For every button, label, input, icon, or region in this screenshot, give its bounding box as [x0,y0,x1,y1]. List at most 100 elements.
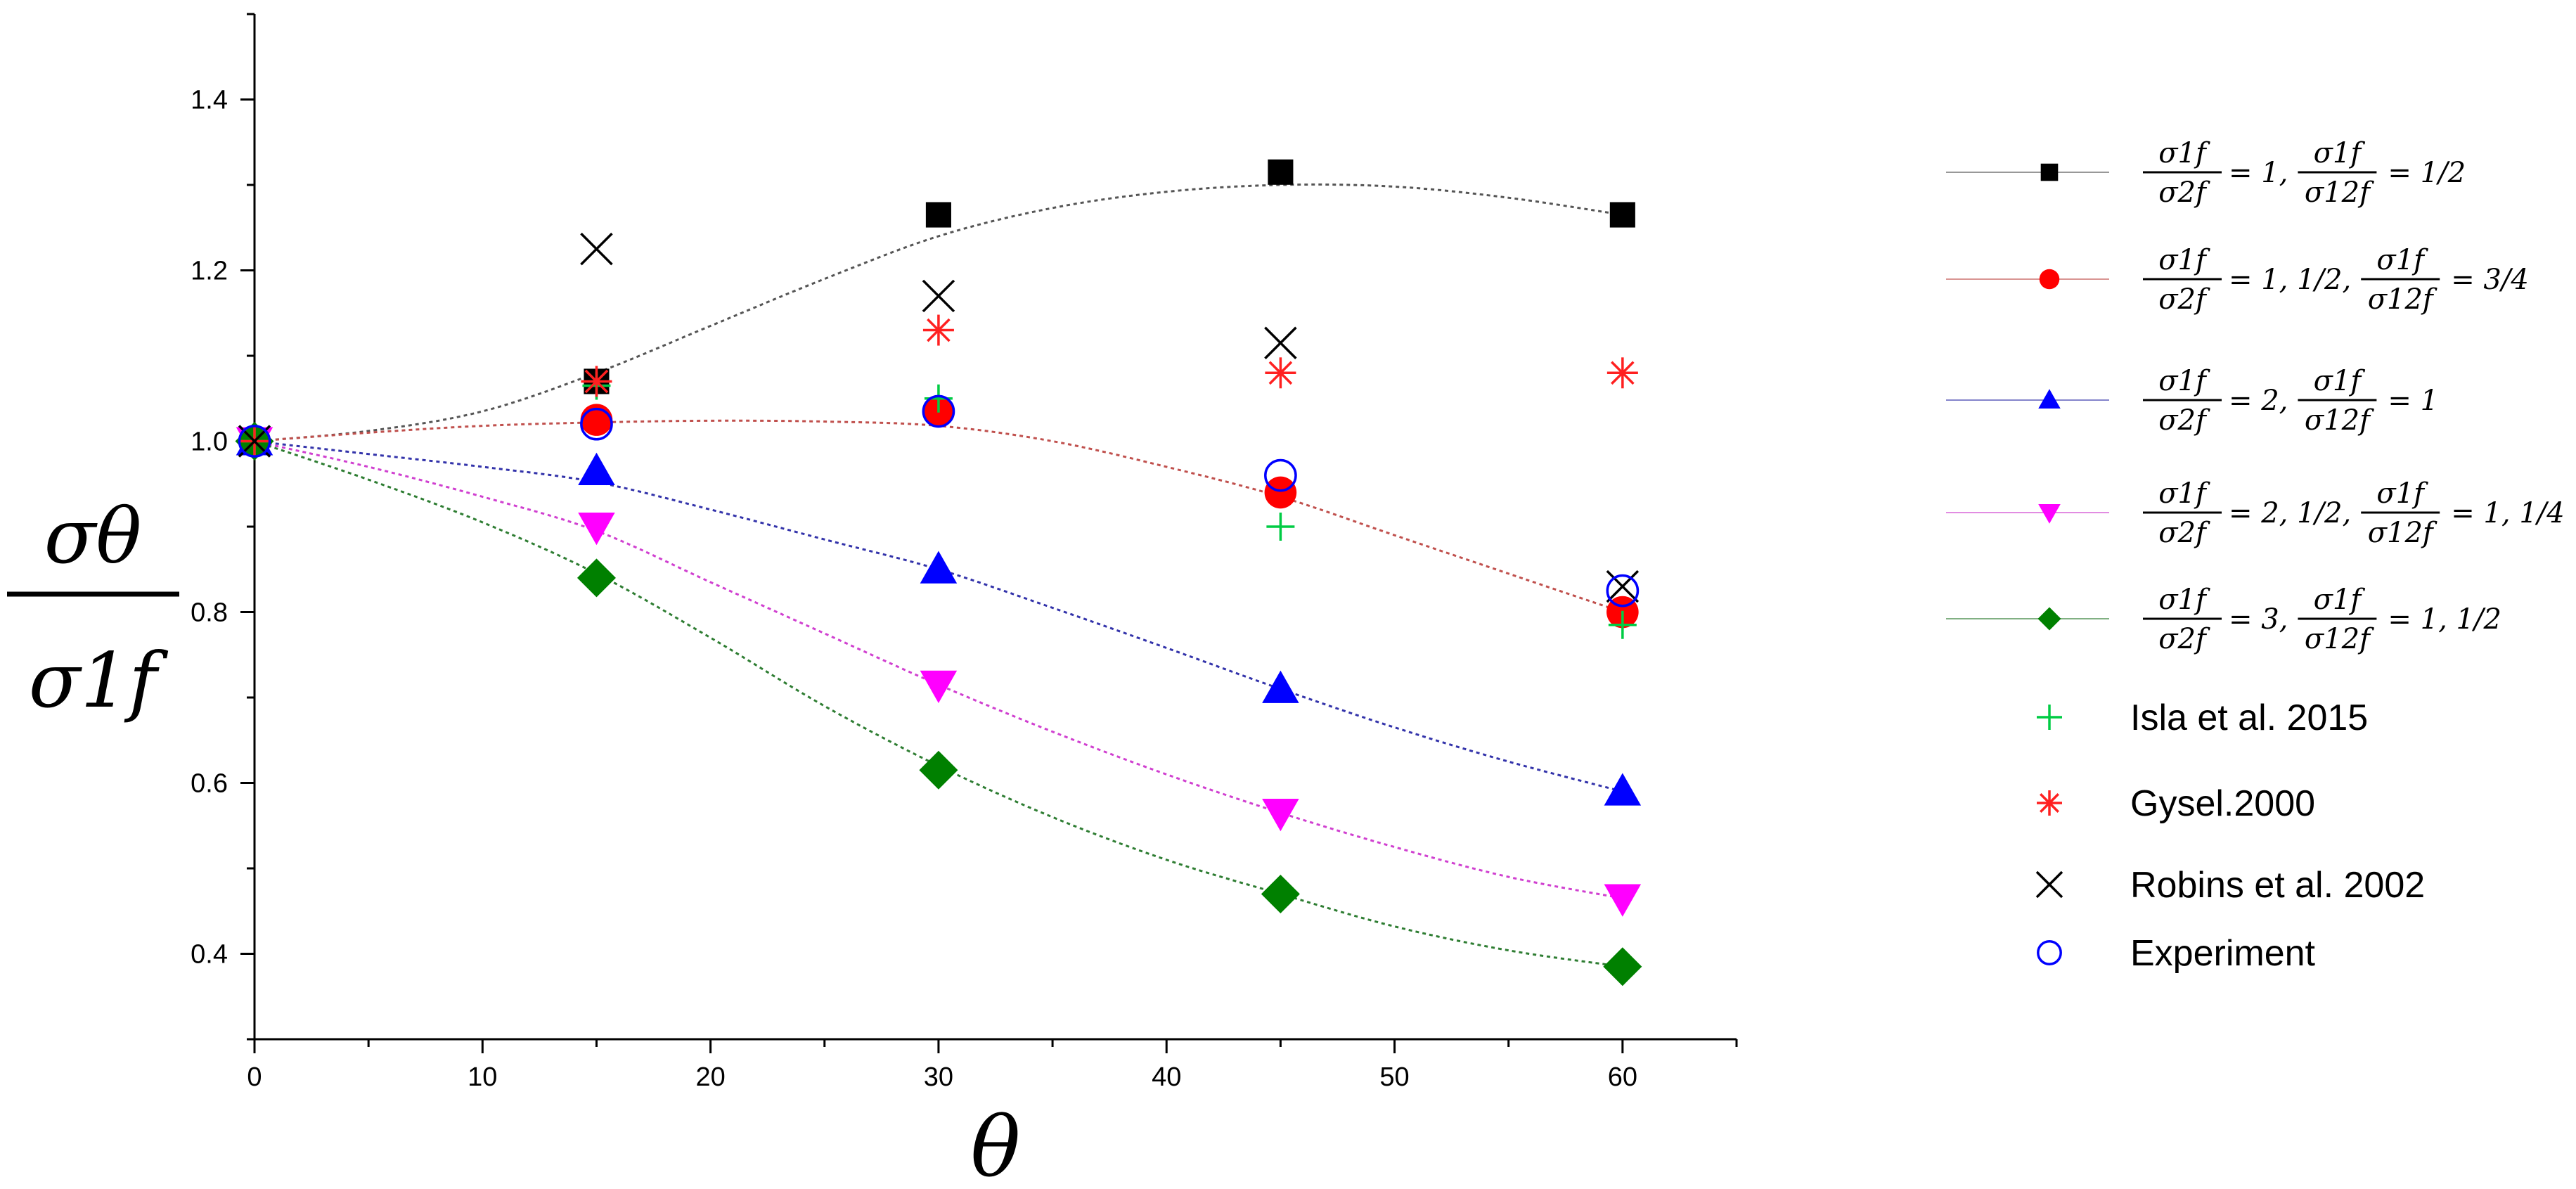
legend-marker-plus [2037,705,2062,730]
legend-equals-text: = 1, [2229,157,2288,189]
data-point-x [922,279,955,313]
data-point-triangle-up [1262,670,1299,703]
legend-fraction-denominator: σ12f [2368,517,2437,549]
data-point-triangle-down [578,513,615,546]
y-tick-label: 0.6 [191,769,228,799]
legend-fraction-numerator: σ1f [2376,477,2428,510]
data-point-triangle-up [1604,773,1642,806]
y-tick-label: 1.0 [191,428,228,457]
x-tick-label: 30 [924,1062,953,1092]
legend-fraction-numerator: σ1f [2314,584,2366,616]
legend-fraction-denominator: σ2f [2158,517,2210,549]
legend-fraction: σ1f σ12f [2298,137,2377,209]
data-point-diamond [577,558,616,598]
x-tick-label: 50 [1379,1062,1409,1092]
legend-equals-text: = 1, 1/2 [2388,603,2501,636]
x-tick-label: 0 [247,1062,262,1092]
legend-fraction-denominator: σ12f [2305,404,2374,437]
data-point-diamond [1261,874,1300,913]
legend-fraction-numerator: σ1f [2158,365,2210,397]
data-point-x [1606,570,1640,603]
legend-equals-text: = 1 [2388,385,2438,417]
data-point-x [1264,326,1297,360]
legend-equals-text: = 1/2 [2388,157,2466,189]
data-point-open-circle [238,425,271,458]
legend-fraction-numerator: σ1f [2158,477,2210,510]
legend-marker-triangle-up [2038,389,2061,409]
data-point-diamond [919,750,958,790]
legend-label: Robins et al. 2002 [2130,865,2425,906]
legend-equals-text: = 3, [2229,603,2288,636]
legend-marker-diamond [2037,607,2061,631]
legend-equals-text: = 1, 1/4 [2451,497,2564,529]
legend-fraction-numerator: σ1f [2158,584,2210,616]
legend-marker-open-circle [2037,940,2062,965]
data-point-open-circle [922,394,955,428]
data-point-triangle-up [578,452,615,486]
data-point-square [1268,159,1294,185]
data-point-open-circle [1264,458,1297,492]
data-point-triangle-down [1262,799,1299,832]
data-point-asterisk [581,366,612,397]
data-point-triangle-down [1604,884,1642,917]
legend-equals-text: = 2, [2229,385,2288,417]
legend-fraction-denominator: σ2f [2158,176,2210,209]
legend-marker-triangle-down [2038,504,2061,524]
legend-fraction-numerator: σ1f [2314,137,2366,169]
legend-label: Gysel.2000 [2130,783,2315,824]
legend-equals-text: = 3/4 [2451,264,2529,296]
y-axis-label-denominator: σ1f [29,637,168,725]
axes: 0 10 20 30 40 50 60 0.4 0.6 0.8 1.0 1.2 1.4 θ σθ σ1f [7,13,1738,1189]
data-point-asterisk [1606,357,1638,389]
legend-fraction-numerator: σ1f [2314,365,2366,397]
fit-curve-5 [254,440,1623,968]
fit-curve-4 [254,440,1623,900]
x-axis-label: θ [970,1098,1020,1189]
data-point-open-circle [580,407,613,441]
data-point-plus [1608,610,1637,639]
data-point-circle [1264,476,1297,509]
x-tick-label: 20 [695,1062,725,1092]
legend-fraction: σ1f σ12f [2298,584,2377,655]
data-point-open-circle [1606,574,1640,608]
y-tick-label: 1.4 [191,86,228,115]
legend-marker-x [2035,870,2063,899]
legend-marker-circle [2039,269,2060,290]
x-tick-label: 10 [468,1062,497,1092]
data-point-diamond [1603,947,1642,986]
y-tick-label: 0.8 [191,598,228,628]
data-point-triangle-down [920,670,958,704]
legend-marker-asterisk [2037,790,2062,816]
legend-fraction-numerator: σ1f [2158,244,2210,276]
x-tick-label: 40 [1152,1062,1181,1092]
legend-equals-text: = 2, 1/2, [2229,497,2351,529]
legend-fraction-denominator: σ2f [2158,283,2210,316]
legend-fraction-denominator: σ12f [2305,623,2374,655]
y-tick-label: 0.4 [191,940,228,970]
legend-fraction-denominator: σ2f [2158,404,2210,437]
legend-fraction: σ1f σ12f [2361,477,2440,549]
legend-equals-text: = 1, 1/2, [2229,264,2351,296]
legend-fraction-denominator: σ2f [2158,623,2210,655]
y-tick-label: 1.2 [191,257,228,286]
legend-label: Isla et al. 2015 [2130,698,2368,738]
legend-label: Experiment [2130,933,2316,974]
fit-curve-3 [254,440,1623,793]
legend-fraction-numerator: σ1f [2158,137,2210,169]
fit-curve-1 [254,183,1623,442]
y-axis-label-numerator: σθ [44,493,142,581]
legend-fraction: σ1f σ12f [2361,244,2440,316]
legend-marker-square [2040,163,2059,181]
legend-fraction-denominator: σ12f [2305,176,2374,209]
data-point-asterisk [922,314,954,346]
data-point-triangle-up [920,551,958,584]
legend-fraction-denominator: σ12f [2368,283,2437,316]
data-point-plus [1266,513,1295,541]
